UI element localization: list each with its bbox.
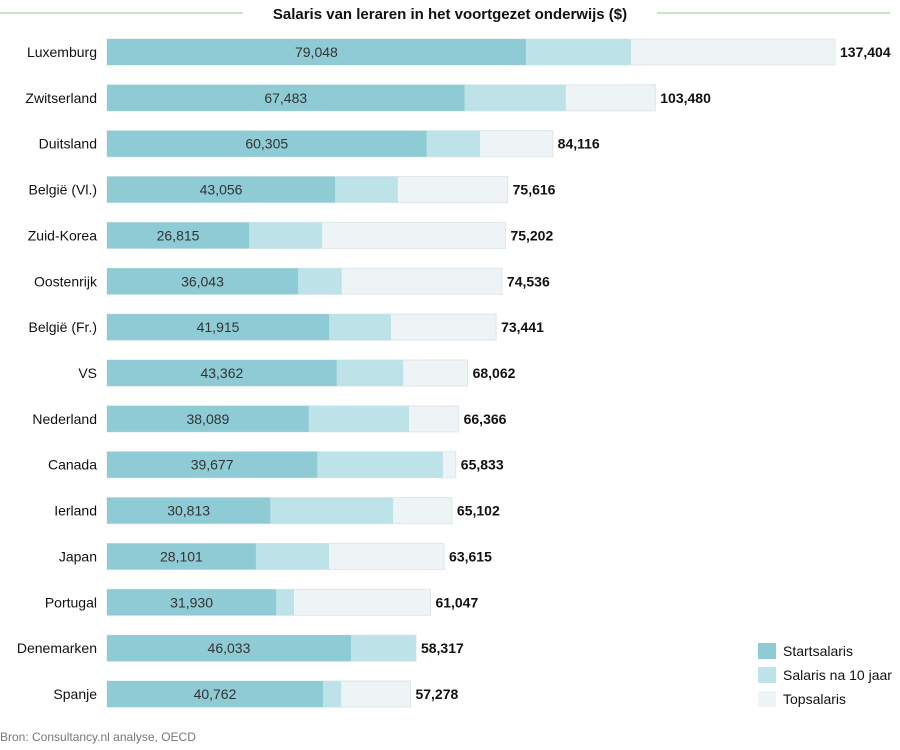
bar-row: Portugal 31,930 61,047 [45, 588, 478, 616]
category-label: Zwitserland [25, 90, 97, 106]
start-salary-bar [107, 405, 309, 432]
start-salary-label: 38,089 [186, 411, 229, 427]
start-salary-label: 43,056 [200, 182, 243, 198]
top-salary-label: 75,202 [510, 227, 553, 243]
bar-row: Zwitserland 67,483 103,480 [25, 84, 711, 112]
bar-row: Denemarken 46,033 58,317 [17, 634, 464, 662]
start-salary-label: 39,677 [191, 457, 234, 473]
start-salary-label: 43,362 [200, 365, 243, 381]
legend-swatch [758, 667, 776, 683]
start-salary-bar [107, 176, 336, 203]
top-salary-label: 65,102 [457, 503, 500, 519]
legend-label: Salaris na 10 jaar [783, 667, 892, 683]
legend-label: Startsalaris [783, 643, 853, 659]
start-salary-label: 36,043 [181, 273, 224, 289]
bar-row: Spanje 40,762 57,278 [53, 680, 459, 708]
start-salary-label: 28,101 [160, 548, 203, 564]
start-salary-bar [107, 543, 256, 570]
legend-swatch [758, 691, 776, 707]
category-label: Japan [59, 548, 97, 564]
category-label: Oostenrijk [34, 273, 98, 289]
start-salary-bar [107, 360, 337, 387]
start-salary-label: 41,915 [197, 319, 240, 335]
bar-row: België (Vl.) 43,056 75,616 [29, 176, 556, 204]
start-salary-label: 31,930 [170, 594, 213, 610]
top-salary-label: 75,616 [513, 182, 556, 198]
start-salary-bar [107, 130, 427, 157]
start-salary-bar [107, 222, 250, 249]
category-label: Canada [48, 457, 97, 473]
legend-label: Topsalaris [783, 691, 846, 707]
top-salary-label: 65,833 [461, 457, 504, 473]
start-salary-label: 40,762 [194, 686, 237, 702]
start-salary-bar [107, 314, 330, 341]
start-salary-bar [107, 268, 298, 295]
top-salary-label: 58,317 [421, 640, 464, 656]
start-salary-bar [107, 589, 277, 616]
top-salary-label: 66,366 [464, 411, 507, 427]
bar-row: Japan 28,101 63,615 [59, 542, 492, 570]
top-salary-label: 68,062 [473, 365, 516, 381]
bar-row: Canada 39,677 65,833 [48, 451, 504, 479]
category-label: Duitsland [39, 136, 97, 152]
category-label: Denemarken [17, 640, 97, 656]
top-salary-label: 63,615 [449, 548, 492, 564]
start-salary-label: 79,048 [295, 44, 338, 60]
category-label: Ierland [54, 503, 97, 519]
start-salary-label: 60,305 [245, 136, 288, 152]
category-label: België (Vl.) [29, 182, 97, 198]
start-salary-bar [107, 497, 271, 524]
start-salary-bar [107, 681, 323, 708]
start-salary-bar [107, 451, 318, 478]
start-salary-label: 67,483 [264, 90, 307, 106]
chart-title: Salaris van leraren in het voortgezet on… [273, 6, 627, 23]
category-label: Nederland [32, 411, 97, 427]
category-label: Zuid-Korea [28, 227, 97, 243]
bar-row: Duitsland 60,305 84,116 [39, 130, 600, 158]
top-salary-label: 57,278 [415, 686, 458, 702]
bar-row: Ierland 30,813 65,102 [54, 497, 500, 525]
bar-row: Luxemburg 79,048 137,404 [27, 38, 891, 66]
category-label: Luxemburg [27, 44, 97, 60]
start-salary-label: 30,813 [167, 503, 210, 519]
category-label: België (Fr.) [29, 319, 97, 335]
source-note: Bron: Consultancy.nl analyse, OECD [0, 730, 196, 744]
bars: Luxemburg 79,048 137,404 Zwitserland 67,483 1… [17, 38, 891, 708]
top-salary-label: 61,047 [435, 594, 478, 610]
bar-row: VS 43,362 68,062 [78, 359, 516, 387]
legend: Startsalaris Salaris na 10 jaar Topsalaris [758, 643, 892, 707]
bar-row: Zuid-Korea 26,815 75,202 [28, 221, 553, 249]
bar-row: Oostenrijk 36,043 74,536 [34, 267, 550, 295]
legend-swatch [758, 643, 776, 659]
start-salary-bar [107, 84, 465, 111]
top-salary-label: 74,536 [507, 273, 550, 289]
start-salary-bar [107, 635, 351, 662]
top-salary-label: 84,116 [558, 136, 600, 152]
category-label: Portugal [45, 594, 97, 610]
start-salary-label: 46,033 [208, 640, 251, 656]
bar-row: Nederland 38,089 66,366 [32, 405, 507, 433]
bar-row: België (Fr.) 41,915 73,441 [29, 313, 544, 341]
category-label: Spanje [53, 686, 97, 702]
top-salary-label: 73,441 [501, 319, 544, 335]
top-salary-label: 103,480 [660, 90, 711, 106]
start-salary-label: 26,815 [157, 227, 200, 243]
category-label: VS [78, 365, 97, 381]
top-salary-label: 137,404 [840, 44, 891, 60]
start-salary-bar [107, 39, 526, 65]
